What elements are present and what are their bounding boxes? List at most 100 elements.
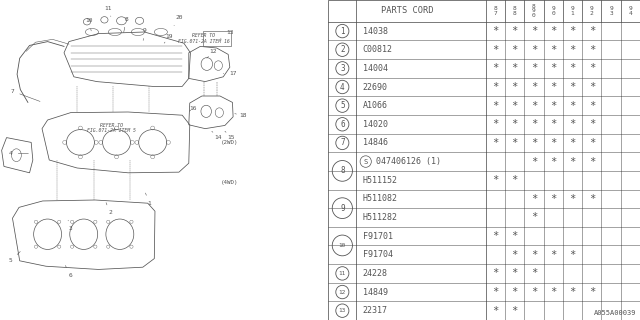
Text: *: *: [492, 231, 499, 241]
Text: 20: 20: [174, 15, 182, 26]
Text: *: *: [492, 306, 499, 316]
Text: 6: 6: [340, 120, 345, 129]
Text: *: *: [531, 250, 537, 260]
Text: *: *: [511, 287, 518, 297]
Text: 4: 4: [9, 151, 28, 156]
Text: F91704: F91704: [363, 250, 392, 259]
Text: 8
7: 8 7: [493, 6, 497, 16]
Text: *: *: [589, 82, 595, 92]
Text: *: *: [570, 82, 575, 92]
Text: *: *: [492, 100, 499, 111]
Text: *: *: [531, 82, 537, 92]
Text: 11: 11: [339, 271, 346, 276]
Text: 12: 12: [339, 290, 346, 294]
Text: 22690: 22690: [363, 83, 388, 92]
Text: REFER TO
FIG.071-2A ITEM 16: REFER TO FIG.071-2A ITEM 16: [178, 33, 229, 44]
Text: *: *: [511, 175, 518, 185]
Text: *: *: [531, 119, 537, 129]
Text: *: *: [531, 268, 537, 278]
Text: 14004: 14004: [363, 64, 388, 73]
Text: 1: 1: [145, 193, 151, 206]
Text: 10: 10: [85, 18, 92, 31]
Text: *: *: [511, 45, 518, 55]
Text: *: *: [589, 26, 595, 36]
Text: *: *: [570, 63, 575, 73]
Text: *: *: [570, 156, 575, 166]
Text: 10: 10: [339, 243, 346, 248]
Text: *: *: [511, 306, 518, 316]
Text: 16: 16: [189, 106, 197, 111]
Text: 19: 19: [164, 34, 173, 43]
Text: 22317: 22317: [363, 306, 388, 315]
Text: 8: 8: [124, 17, 128, 32]
Text: 8
8: 8 8: [513, 6, 516, 16]
Text: PARTS CORD: PARTS CORD: [381, 6, 433, 15]
Text: A055A00039: A055A00039: [595, 310, 637, 316]
Text: *: *: [511, 100, 518, 111]
Text: *: *: [492, 268, 499, 278]
Text: S: S: [364, 158, 368, 164]
Text: *: *: [511, 231, 518, 241]
Text: *: *: [550, 156, 556, 166]
Text: 9
0: 9 0: [551, 6, 555, 16]
Text: *: *: [550, 250, 556, 260]
Text: A1066: A1066: [363, 101, 388, 110]
Text: *: *: [492, 26, 499, 36]
Text: 11: 11: [104, 5, 112, 17]
Text: 2: 2: [106, 203, 112, 215]
Text: *: *: [570, 45, 575, 55]
Text: *: *: [570, 138, 575, 148]
Text: *: *: [570, 194, 575, 204]
Text: *: *: [550, 26, 556, 36]
Text: *: *: [570, 100, 575, 111]
Text: *: *: [531, 26, 537, 36]
Text: *: *: [550, 63, 556, 73]
Text: F91701: F91701: [363, 232, 392, 241]
Text: *: *: [589, 119, 595, 129]
Text: 18: 18: [235, 113, 246, 118]
Text: H511152: H511152: [363, 176, 397, 185]
Text: *: *: [531, 63, 537, 73]
Text: *: *: [511, 250, 518, 260]
Text: *: *: [531, 45, 537, 55]
Text: *: *: [492, 45, 499, 55]
Text: *: *: [511, 119, 518, 129]
Text: *: *: [492, 119, 499, 129]
Text: *: *: [589, 100, 595, 111]
Text: 047406126 (1): 047406126 (1): [376, 157, 441, 166]
Text: *: *: [550, 100, 556, 111]
Text: 14846: 14846: [363, 139, 388, 148]
Text: 7: 7: [340, 139, 345, 148]
Text: 3: 3: [68, 220, 72, 231]
Text: 7: 7: [11, 89, 40, 101]
Text: 2: 2: [340, 45, 345, 54]
Text: *: *: [589, 194, 595, 204]
Text: *: *: [492, 175, 499, 185]
Text: H511282: H511282: [363, 213, 397, 222]
Text: H511082: H511082: [363, 194, 397, 203]
Text: *: *: [550, 45, 556, 55]
Text: 9
3: 9 3: [609, 6, 613, 16]
Text: *: *: [589, 138, 595, 148]
Text: *: *: [531, 138, 537, 148]
Text: 9
4: 9 4: [628, 6, 632, 16]
Text: 4: 4: [340, 83, 345, 92]
Text: 1: 1: [340, 27, 345, 36]
Text: *: *: [570, 119, 575, 129]
Text: 9
1: 9 1: [571, 6, 574, 16]
Text: 13: 13: [339, 308, 346, 313]
Text: REFER TO
FIG.071-2A ITEM 5: REFER TO FIG.071-2A ITEM 5: [87, 123, 136, 133]
Text: 6: 6: [65, 266, 72, 278]
Text: 24228: 24228: [363, 269, 388, 278]
Text: *: *: [531, 212, 537, 222]
Text: *: *: [511, 268, 518, 278]
Text: 14: 14: [212, 131, 222, 140]
Text: C00812: C00812: [363, 45, 392, 54]
Text: 13: 13: [221, 29, 234, 38]
Text: 14020: 14020: [363, 120, 388, 129]
Text: 9
2: 9 2: [590, 6, 594, 16]
Text: *: *: [550, 119, 556, 129]
Text: 5: 5: [8, 252, 20, 263]
Text: *: *: [570, 26, 575, 36]
Text: *: *: [570, 287, 575, 297]
